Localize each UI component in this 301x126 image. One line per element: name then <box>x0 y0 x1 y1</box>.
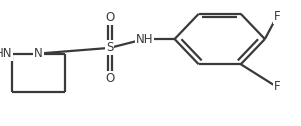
Text: O: O <box>105 11 114 24</box>
Text: NH: NH <box>136 33 153 46</box>
Text: S: S <box>106 41 113 54</box>
Text: HN: HN <box>0 47 12 60</box>
Text: O: O <box>105 72 114 85</box>
Text: N: N <box>34 47 43 60</box>
Text: F: F <box>274 80 280 93</box>
Text: F: F <box>274 10 280 23</box>
